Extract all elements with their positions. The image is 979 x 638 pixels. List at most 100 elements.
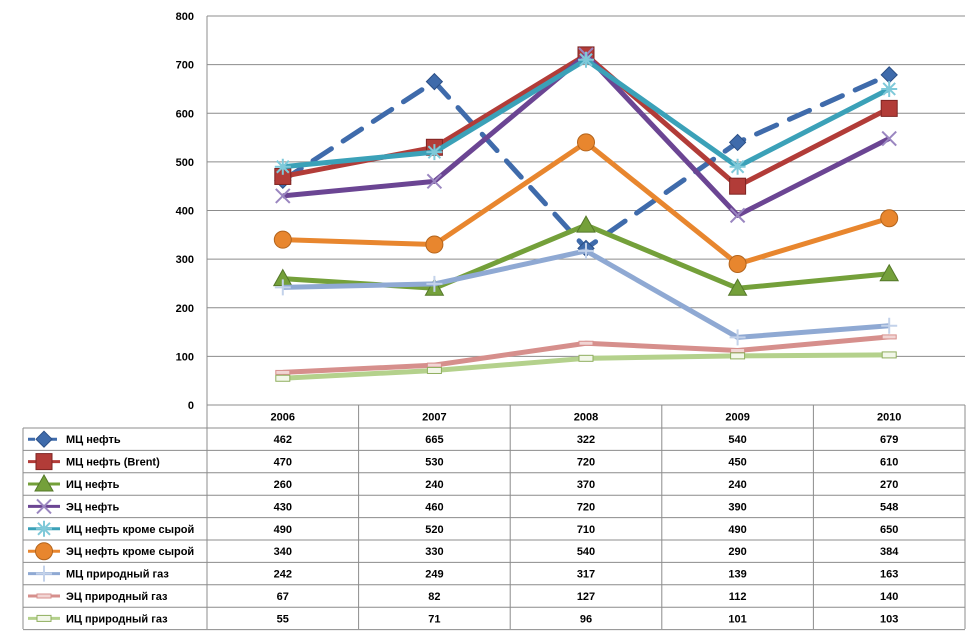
y-tick-label: 500	[176, 157, 194, 169]
legend-key	[28, 521, 60, 537]
table-cell-value: 390	[728, 501, 746, 513]
data-point	[427, 363, 441, 367]
data-point	[579, 355, 593, 361]
table-cell-value: 101	[728, 613, 746, 625]
series-name: МЦ нефть	[66, 434, 121, 446]
legend-key-marker	[37, 594, 51, 598]
data-point	[881, 100, 897, 116]
data-point	[882, 335, 896, 339]
x-category-label: 2009	[725, 412, 749, 424]
chart: 0100200300400500600700800 2006 2007 2008 20…	[0, 0, 979, 638]
data-point	[274, 231, 291, 248]
table-cell-value: 520	[425, 524, 443, 536]
legend-key	[28, 454, 60, 470]
table-cell-value: 139	[728, 569, 746, 581]
y-tick-label: 700	[176, 60, 194, 72]
legend-key-marker	[36, 543, 53, 560]
table-cell-value: 650	[880, 524, 898, 536]
legend-key-marker	[37, 615, 51, 621]
table-cell-value: 163	[880, 569, 898, 581]
y-tick-label: 100	[176, 351, 194, 363]
series-2	[275, 47, 897, 194]
table-cell-value: 112	[729, 591, 747, 603]
x-category-label: 2008	[574, 412, 598, 424]
table-cell-value: 67	[277, 591, 289, 603]
table-cell-value: 548	[880, 501, 898, 513]
table-cell-value: 270	[880, 479, 898, 491]
table-cell-value: 370	[577, 479, 595, 491]
y-tick-label: 200	[176, 303, 194, 315]
table-cell-value: 71	[428, 613, 440, 625]
data-point	[426, 236, 443, 253]
table-cell-value: 450	[728, 457, 746, 469]
table-cell-value: 430	[274, 501, 292, 513]
table-cell-value: 720	[577, 501, 595, 513]
table-cell-value: 384	[880, 546, 899, 558]
axis-layer: 0 100 200 300 400 500 600 700 800	[176, 11, 207, 412]
table-cell-value: 679	[880, 434, 898, 446]
data-point	[275, 159, 291, 175]
legend-key-marker	[36, 566, 52, 582]
table-cell-value: 317	[577, 569, 595, 581]
legend-key	[28, 615, 60, 621]
y-tick-label: 600	[176, 108, 194, 120]
x-category-label: 2010	[877, 412, 901, 424]
data-point	[579, 341, 593, 345]
data-point	[881, 210, 898, 227]
legend-key	[28, 475, 60, 491]
data-point	[426, 144, 442, 160]
table-cell-value: 460	[425, 501, 443, 513]
series-name: ЭЦ нефть кроме сырой	[66, 546, 194, 558]
data-table: 2006 2007 2008 2009 2010 МЦ нефть 462 665 322 540…	[23, 405, 965, 630]
table-cell-value: 490	[728, 524, 746, 536]
data-point	[729, 255, 746, 272]
y-tick-label: 800	[176, 11, 194, 23]
y-tick-label: 400	[176, 206, 194, 218]
table-cell-value: 127	[577, 591, 595, 603]
x-category-label: 2006	[271, 412, 295, 424]
table-cell-value: 340	[274, 546, 292, 558]
table-cell-value: 322	[577, 434, 595, 446]
legend-key	[28, 499, 60, 513]
table-cell-value: 140	[880, 591, 898, 603]
table-cell-value: 55	[277, 613, 289, 625]
legend-key	[28, 594, 60, 598]
table-cell-value: 540	[728, 434, 746, 446]
legend-key-marker	[36, 454, 52, 470]
table-cell-value: 249	[425, 569, 443, 581]
data-point	[731, 353, 745, 359]
legend-key	[28, 543, 60, 560]
data-point	[881, 81, 897, 97]
series-name: ИЦ нефть кроме сырой	[66, 524, 194, 536]
series-name: ИЦ природный газ	[66, 613, 168, 625]
table-cell-value: 103	[880, 613, 898, 625]
legend-key-marker	[36, 521, 52, 537]
table-cell-value: 490	[274, 524, 292, 536]
table-cell-value: 96	[580, 613, 592, 625]
x-category-label: 2007	[422, 412, 446, 424]
table-cell-value: 665	[425, 434, 443, 446]
table-cell-value: 720	[577, 457, 595, 469]
data-point	[276, 375, 290, 381]
data-point	[881, 67, 897, 83]
series-layer	[274, 47, 898, 381]
data-point	[578, 52, 594, 68]
table-cell-value: 242	[274, 569, 292, 581]
series-name: ИЦ нефть	[66, 479, 120, 491]
data-point	[731, 349, 745, 353]
table-cell-value: 470	[274, 457, 292, 469]
legend-key	[28, 431, 60, 447]
table-cell-value: 240	[728, 479, 746, 491]
series-name: ЭЦ природный газ	[66, 591, 168, 603]
data-point	[881, 318, 897, 334]
y-tick-label: 0	[188, 400, 194, 412]
table-cell-value: 240	[425, 479, 443, 491]
table-cell-value: 462	[274, 434, 292, 446]
table-cell-value: 530	[425, 457, 443, 469]
series-name: МЦ нефть (Brent)	[66, 457, 160, 469]
series-7	[275, 243, 897, 346]
table-cell-value: 330	[425, 546, 443, 558]
data-point	[882, 352, 896, 358]
table-cell-value: 710	[577, 524, 595, 536]
series-name: ЭЦ нефть	[66, 501, 120, 513]
